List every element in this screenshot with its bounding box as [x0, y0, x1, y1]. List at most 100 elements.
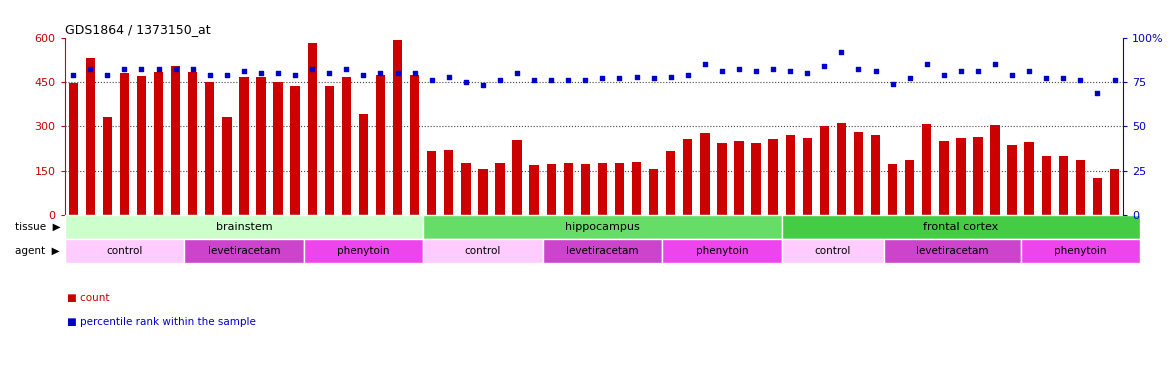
Bar	[700, 133, 709, 215]
Bar	[563, 164, 573, 215]
Text: phenytoin: phenytoin	[696, 246, 748, 256]
Point	[901, 75, 920, 81]
Bar	[820, 126, 829, 215]
Bar	[615, 164, 624, 215]
Bar	[239, 77, 248, 215]
Point	[252, 70, 270, 76]
Bar	[683, 139, 693, 215]
Text: frontal cortex: frontal cortex	[923, 222, 998, 232]
Bar	[86, 58, 95, 215]
Point	[81, 66, 100, 72]
Text: phenytoin: phenytoin	[1054, 246, 1107, 256]
Point	[661, 74, 680, 80]
Point	[627, 74, 646, 80]
Point	[969, 68, 988, 74]
Bar	[393, 40, 402, 215]
Bar	[547, 164, 556, 215]
Text: levetiracetam: levetiracetam	[566, 246, 639, 256]
Point	[1054, 75, 1073, 81]
Point	[867, 68, 886, 74]
Text: control: control	[465, 246, 501, 256]
Bar	[662, 239, 782, 262]
Bar	[768, 139, 777, 215]
Bar	[666, 152, 675, 215]
Bar	[423, 239, 542, 262]
Bar	[376, 75, 386, 215]
Point	[234, 68, 253, 74]
Bar	[410, 75, 420, 215]
Point	[763, 66, 782, 72]
Bar	[717, 142, 727, 215]
Bar	[154, 72, 163, 215]
Bar	[423, 215, 782, 239]
Point	[542, 77, 561, 83]
Text: control: control	[106, 246, 142, 256]
Point	[576, 77, 595, 83]
Point	[183, 66, 202, 72]
Bar	[649, 169, 659, 215]
Text: agent  ▶: agent ▶	[15, 246, 60, 256]
Point	[695, 61, 714, 67]
Point	[166, 66, 185, 72]
Point	[302, 66, 321, 72]
Bar	[427, 152, 436, 215]
Bar	[290, 86, 300, 215]
Bar	[597, 164, 607, 215]
Bar	[273, 82, 282, 215]
Point	[1071, 77, 1090, 83]
Bar	[120, 73, 129, 215]
Text: control: control	[815, 246, 851, 256]
Point	[320, 70, 339, 76]
Bar	[854, 132, 863, 215]
Point	[490, 77, 509, 83]
Bar	[303, 239, 423, 262]
Point	[388, 70, 407, 76]
Bar	[256, 78, 266, 215]
Text: ■ percentile rank within the sample: ■ percentile rank within the sample	[67, 317, 256, 327]
Point	[372, 70, 390, 76]
Point	[849, 66, 868, 72]
Text: phenytoin: phenytoin	[338, 246, 389, 256]
Point	[440, 74, 459, 80]
Bar	[171, 66, 180, 215]
Point	[1037, 75, 1056, 81]
Point	[679, 72, 697, 78]
Point	[559, 77, 577, 83]
Bar	[782, 239, 884, 262]
Point	[268, 70, 287, 76]
Bar	[1093, 178, 1102, 215]
Bar	[342, 78, 352, 215]
Bar	[956, 138, 965, 215]
Point	[422, 77, 441, 83]
Point	[508, 70, 527, 76]
Point	[951, 68, 970, 74]
Point	[781, 68, 800, 74]
Bar	[495, 164, 505, 215]
Point	[474, 82, 493, 88]
Bar	[461, 164, 470, 215]
Point	[1020, 68, 1038, 74]
Bar	[581, 164, 590, 215]
Bar	[1110, 169, 1120, 215]
Text: tissue  ▶: tissue ▶	[15, 222, 61, 232]
Point	[985, 61, 1004, 67]
Point	[218, 72, 236, 78]
Point	[644, 75, 663, 81]
Point	[524, 77, 543, 83]
Bar	[802, 138, 811, 215]
Point	[593, 75, 612, 81]
Text: levetiracetam: levetiracetam	[916, 246, 989, 256]
Bar	[65, 239, 185, 262]
Text: ■ count: ■ count	[67, 292, 109, 303]
Bar	[906, 160, 915, 215]
Bar	[990, 125, 1000, 215]
Bar	[65, 215, 423, 239]
Bar	[222, 117, 232, 215]
Bar	[940, 141, 949, 215]
Bar	[513, 140, 522, 215]
Bar	[751, 143, 761, 215]
Text: GDS1864 / 1373150_at: GDS1864 / 1373150_at	[65, 23, 211, 36]
Point	[200, 72, 219, 78]
Bar	[1008, 145, 1017, 215]
Bar	[632, 162, 641, 215]
